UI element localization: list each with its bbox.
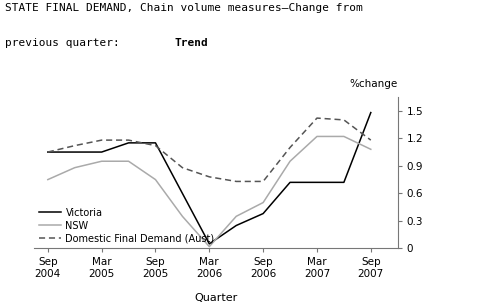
Text: previous quarter:: previous quarter:: [5, 38, 126, 48]
X-axis label: Quarter: Quarter: [194, 293, 238, 303]
Text: %change: %change: [350, 79, 398, 89]
Legend: Victoria, NSW, Domestic Final Demand (Aust): Victoria, NSW, Domestic Final Demand (Au…: [39, 208, 215, 244]
Text: STATE FINAL DEMAND, Chain volume measures—Change from: STATE FINAL DEMAND, Chain volume measure…: [5, 3, 363, 13]
Text: Trend: Trend: [174, 38, 208, 48]
